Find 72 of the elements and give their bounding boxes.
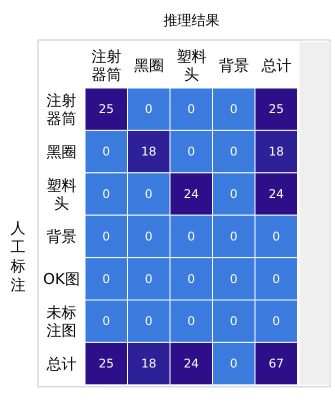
cell: 0 — [212, 342, 256, 386]
cell: 18 — [127, 130, 170, 174]
cell: 25 — [254, 88, 298, 131]
cell: 0 — [84, 130, 128, 174]
data-label: 0 — [230, 272, 238, 286]
cell: 24 — [254, 172, 298, 216]
cell: 0 — [212, 257, 256, 300]
data-label: 0 — [272, 272, 280, 286]
cell: 0 — [170, 257, 213, 300]
data-label: 0 — [230, 102, 238, 116]
cell: 0 — [127, 300, 170, 343]
data-label: 24 — [184, 356, 199, 371]
cell: 0 — [84, 257, 128, 300]
data-label: 0 — [144, 102, 153, 116]
cell: 0 — [127, 257, 170, 300]
data-label: 18 — [141, 144, 156, 159]
data-label: 0 — [102, 229, 110, 244]
data-label: 0 — [187, 102, 196, 116]
data-label: 67 — [268, 356, 284, 371]
data-label: 0 — [230, 144, 238, 159]
cell: 25 — [84, 342, 128, 386]
cell: 24 — [170, 342, 213, 386]
data-label: 0 — [102, 187, 110, 201]
data-label: 0 — [187, 144, 196, 159]
data-label: 0 — [187, 229, 196, 244]
data-label: 0 — [187, 272, 196, 286]
data-label: 0 — [102, 314, 110, 328]
cell: 0 — [212, 214, 256, 258]
data-label: 0 — [272, 314, 280, 328]
cell: 0 — [170, 300, 213, 343]
data-label: 0 — [102, 144, 110, 159]
cell: 0 — [127, 172, 170, 216]
data-label: 18 — [141, 356, 156, 371]
cell: 18 — [254, 130, 298, 174]
cell: 0 — [127, 88, 170, 131]
cell: 0 — [84, 172, 128, 216]
cell: 0 — [212, 300, 256, 343]
data-label: 24 — [268, 187, 284, 201]
data-label: 18 — [268, 144, 284, 159]
cell: 0 — [84, 214, 128, 258]
cell: 0 — [254, 300, 298, 343]
data-label: 0 — [187, 314, 196, 328]
data-label: 25 — [98, 102, 114, 116]
data-label: 0 — [144, 314, 153, 328]
data-label: 0 — [230, 314, 238, 328]
ylabel: 人工标注 — [10, 218, 26, 294]
data-label: 0 — [272, 229, 280, 244]
cell: 0 — [212, 88, 256, 131]
cell: 0 — [212, 172, 256, 216]
cell: 18 — [127, 342, 170, 386]
cell: 0 — [170, 214, 213, 258]
data-label: 25 — [98, 356, 114, 371]
cell: 0 — [170, 130, 213, 174]
data-label: 24 — [184, 187, 199, 201]
cell: 0 — [254, 257, 298, 300]
data-label: 0 — [144, 187, 153, 201]
cell: 0 — [84, 300, 128, 343]
data-label: 25 — [268, 102, 284, 116]
cell: 24 — [170, 172, 213, 216]
xlabel: 推理结果 — [163, 13, 220, 29]
cell: 67 — [254, 342, 298, 386]
cell: 0 — [254, 214, 298, 258]
cell: 0 — [212, 130, 256, 174]
data-label: 0 — [144, 229, 153, 244]
data-label: 0 — [230, 229, 238, 244]
cell: 0 — [170, 88, 213, 131]
data-label: 0 — [102, 272, 110, 286]
cell: 25 — [84, 88, 128, 131]
data-label: 0 — [144, 272, 153, 286]
data-label: 0 — [230, 356, 238, 371]
cell: 0 — [127, 214, 170, 258]
data-label: 0 — [230, 187, 238, 201]
